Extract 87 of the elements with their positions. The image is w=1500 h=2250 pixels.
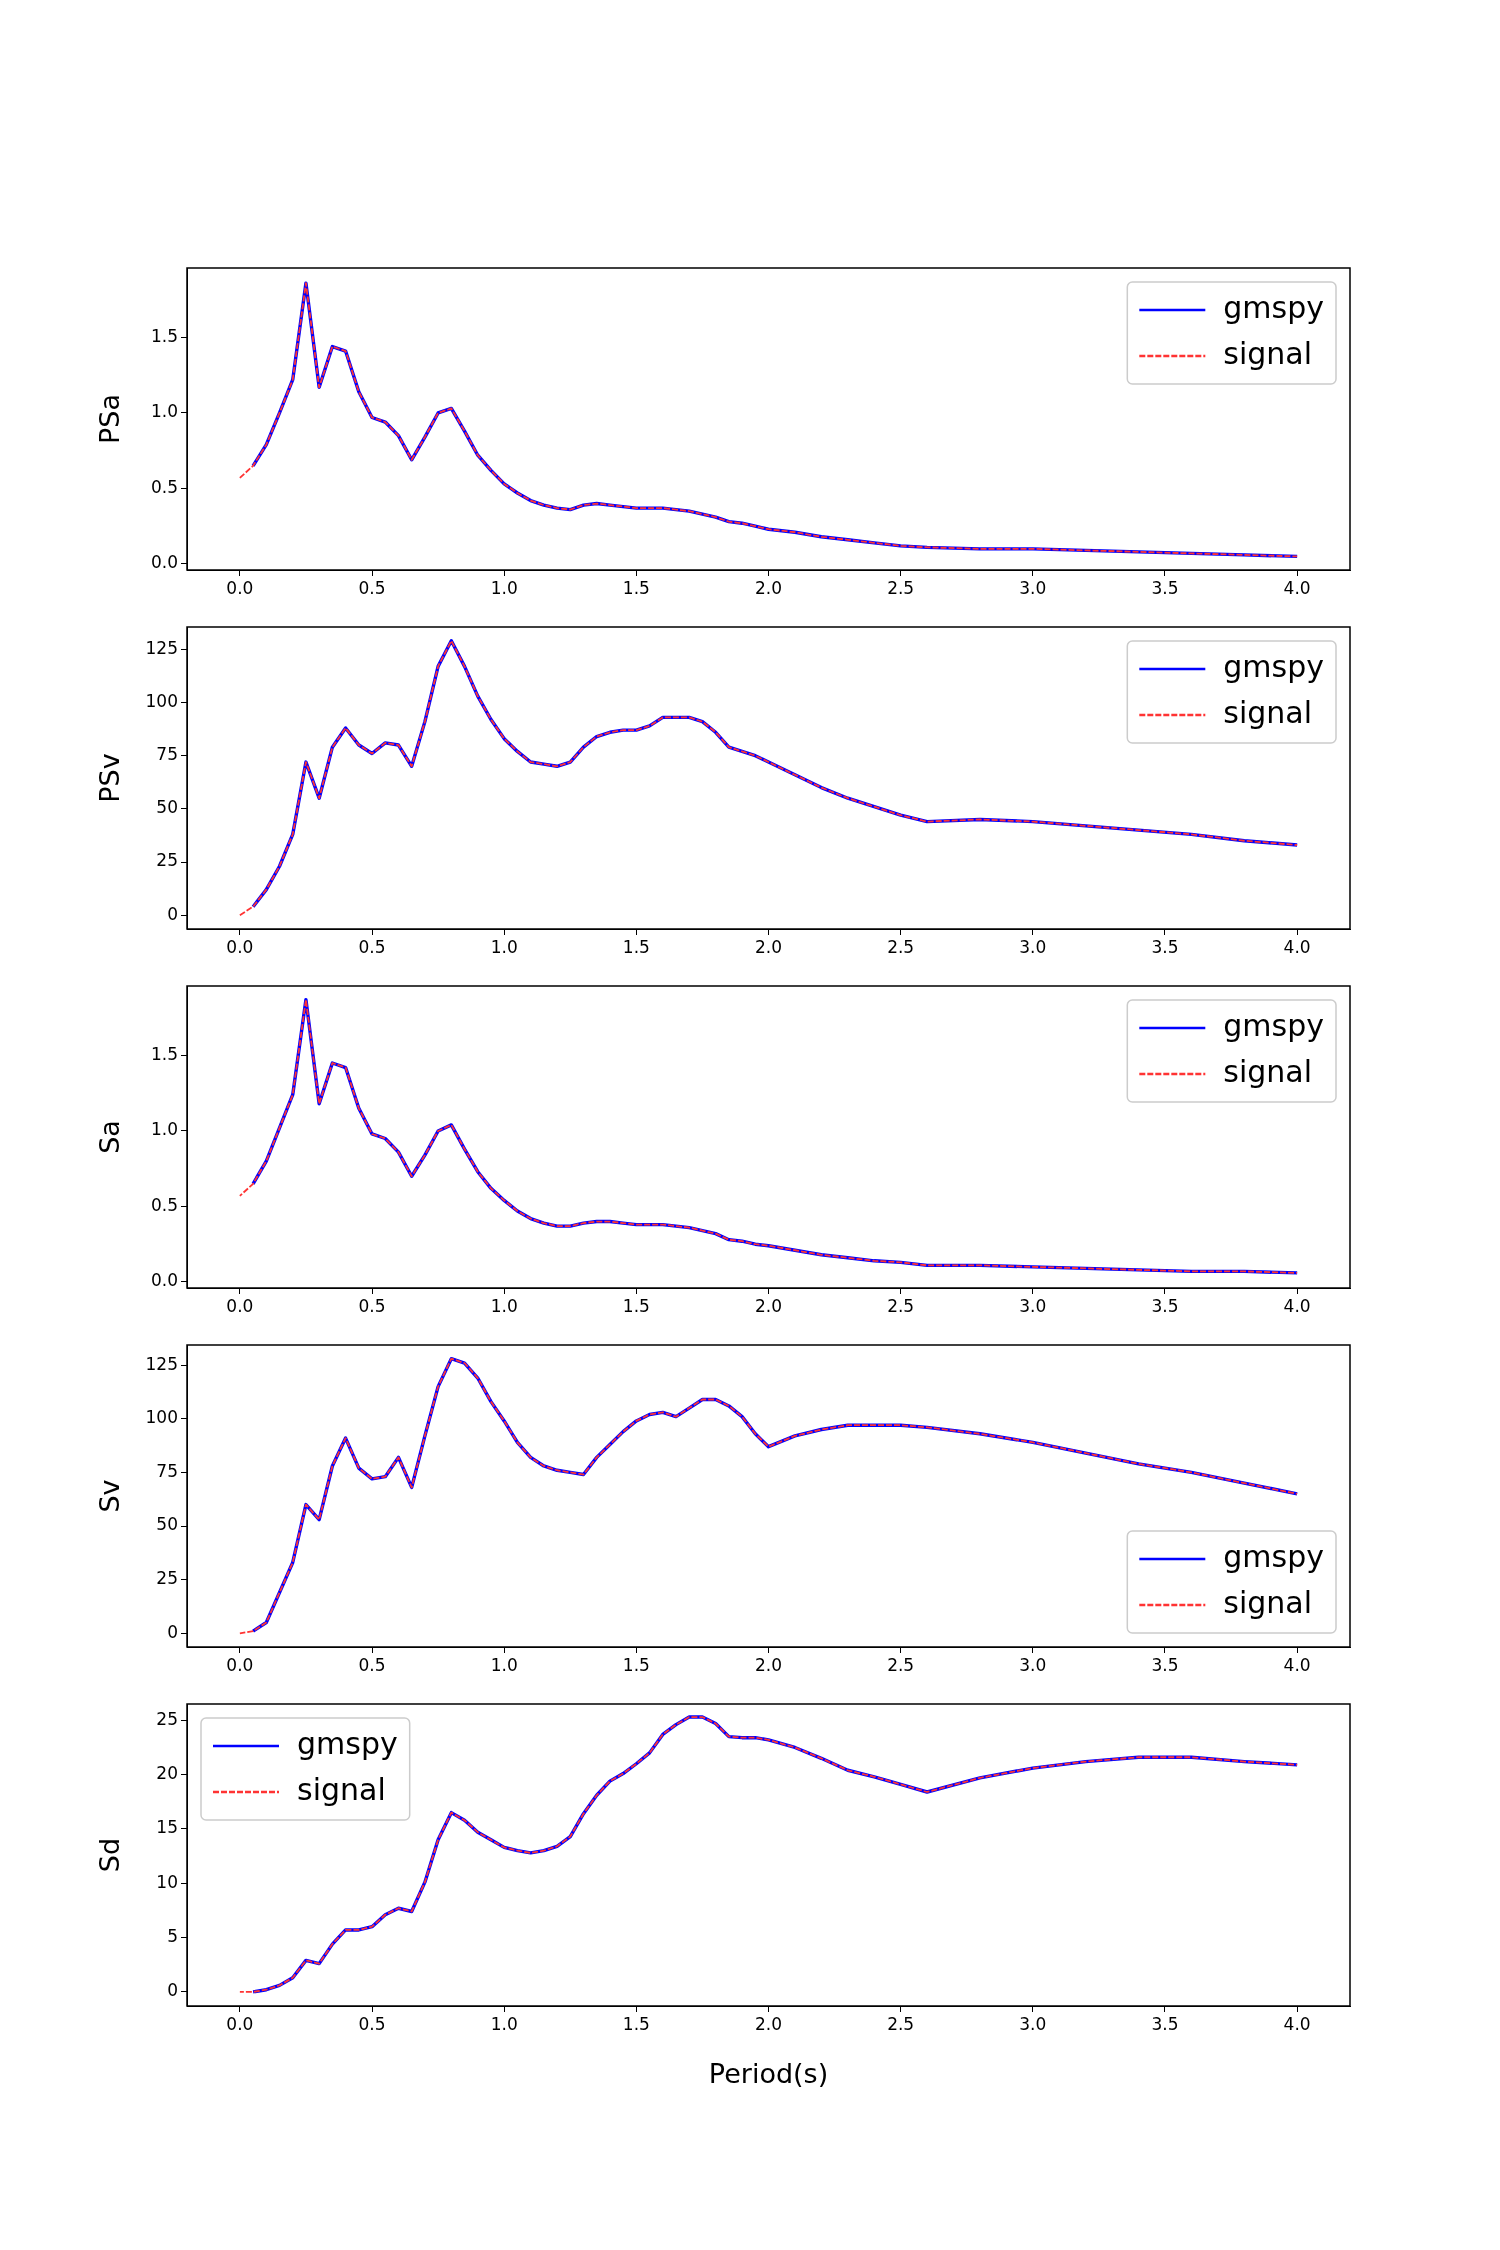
y-axis-title: Sa <box>94 1120 126 1154</box>
x-tick-label: 2.5 <box>887 1654 915 1675</box>
x-tick-label: 2.0 <box>754 1654 783 1675</box>
x-tick-label: 3.5 <box>1151 2013 1179 2034</box>
x-tick-label: 3.0 <box>1019 1295 1047 1316</box>
legend-label: signal <box>297 1771 386 1807</box>
y-tick-label: 1.5 <box>150 325 178 346</box>
y-tick-label: 75 <box>156 744 178 765</box>
y-axis-title: PSa <box>94 394 126 444</box>
y-tick-label: 25 <box>156 1708 178 1729</box>
y-axis-title: PSv <box>94 753 126 803</box>
x-tick-label: 4.0 <box>1283 1654 1311 1675</box>
y-tick-label: 50 <box>156 797 178 818</box>
x-tick-label: 0.0 <box>226 936 254 957</box>
x-tick-label: 4.0 <box>1283 1295 1311 1316</box>
x-tick-label: 0.5 <box>358 577 386 598</box>
legend-label: gmspy <box>1223 1538 1325 1574</box>
x-tick-label: 0.5 <box>358 1295 386 1316</box>
legend-label: signal <box>1223 1053 1313 1089</box>
legend-label: gmspy <box>1223 648 1325 684</box>
x-tick-label: 3.0 <box>1019 936 1047 957</box>
x-tick-label: 0.5 <box>358 936 386 957</box>
x-tick-label: 3.5 <box>1151 577 1179 598</box>
x-tick-label: 3.5 <box>1151 936 1179 957</box>
x-tick-label: 0.5 <box>358 2013 386 2034</box>
y-tick-label: 0 <box>167 1980 178 2001</box>
x-tick-label: 1.0 <box>490 936 518 957</box>
x-tick-label: 3.0 <box>1019 577 1047 598</box>
x-tick-label: 2.0 <box>754 936 783 957</box>
y-tick-label: 50 <box>156 1514 178 1535</box>
x-tick-label: 1.5 <box>622 1654 650 1675</box>
x-tick-label: 3.0 <box>1019 2013 1047 2034</box>
y-tick-label: 0.0 <box>150 552 178 573</box>
y-tick-label: 0.5 <box>150 1194 178 1215</box>
y-tick-label: 125 <box>145 1353 178 1374</box>
y-tick-label: 5 <box>167 1925 178 1946</box>
x-tick-label: 3.0 <box>1019 1654 1047 1675</box>
x-tick-label: 0.0 <box>226 1295 254 1316</box>
legend-label: signal <box>1223 694 1313 730</box>
x-tick-label: 1.5 <box>622 1295 650 1316</box>
legend-label: signal <box>1223 1584 1313 1620</box>
y-tick-label: 25 <box>156 1568 178 1589</box>
x-tick-label: 0.0 <box>226 577 254 598</box>
legend-label: gmspy <box>1223 1007 1325 1043</box>
legend-label: signal <box>1223 335 1313 371</box>
x-tick-label: 2.5 <box>887 1295 915 1316</box>
y-axis-title: Sv <box>94 1479 126 1513</box>
y-tick-label: 20 <box>156 1763 178 1784</box>
y-tick-label: 1.0 <box>150 1119 178 1140</box>
legend-label: gmspy <box>1223 289 1325 325</box>
x-tick-label: 0.0 <box>226 2013 254 2034</box>
x-tick-label: 1.0 <box>490 1295 518 1316</box>
y-tick-label: 0.5 <box>150 476 178 497</box>
x-tick-label: 2.0 <box>754 2013 783 2034</box>
x-tick-label: 3.5 <box>1151 1295 1179 1316</box>
y-tick-label: 15 <box>156 1817 178 1838</box>
x-tick-label: 4.0 <box>1283 577 1311 598</box>
x-tick-label: 2.5 <box>887 577 915 598</box>
y-tick-label: 0 <box>167 1621 178 1642</box>
x-tick-label: 1.0 <box>490 2013 518 2034</box>
x-tick-label: 3.5 <box>1151 1654 1179 1675</box>
x-tick-label: 2.5 <box>887 2013 915 2034</box>
x-tick-label: 2.5 <box>887 936 915 957</box>
x-tick-label: 4.0 <box>1283 2013 1311 2034</box>
y-tick-label: 75 <box>156 1460 178 1481</box>
y-tick-label: 25 <box>156 850 178 871</box>
y-tick-label: 1.5 <box>150 1043 178 1064</box>
legend-label: gmspy <box>297 1725 398 1761</box>
x-tick-label: 1.0 <box>490 577 518 598</box>
y-tick-label: 125 <box>145 637 178 658</box>
y-tick-label: 100 <box>145 1407 178 1428</box>
x-tick-label: 2.0 <box>754 577 783 598</box>
x-tick-label: 0.0 <box>226 1654 254 1675</box>
x-axis-title: Period(s) <box>708 2057 829 2089</box>
x-tick-label: 1.5 <box>622 936 650 957</box>
x-tick-label: 1.5 <box>622 2013 650 2034</box>
y-axis-title: Sd <box>94 1837 126 1873</box>
y-tick-label: 100 <box>145 690 178 711</box>
y-tick-label: 0 <box>167 903 178 924</box>
x-tick-label: 2.0 <box>754 1295 783 1316</box>
x-tick-label: 0.5 <box>358 1654 386 1675</box>
x-tick-label: 1.5 <box>622 577 650 598</box>
y-tick-label: 1.0 <box>150 401 178 422</box>
x-tick-label: 1.0 <box>490 1654 518 1675</box>
x-tick-label: 4.0 <box>1283 936 1311 957</box>
y-tick-label: 0.0 <box>150 1270 178 1291</box>
y-tick-label: 10 <box>156 1871 178 1892</box>
